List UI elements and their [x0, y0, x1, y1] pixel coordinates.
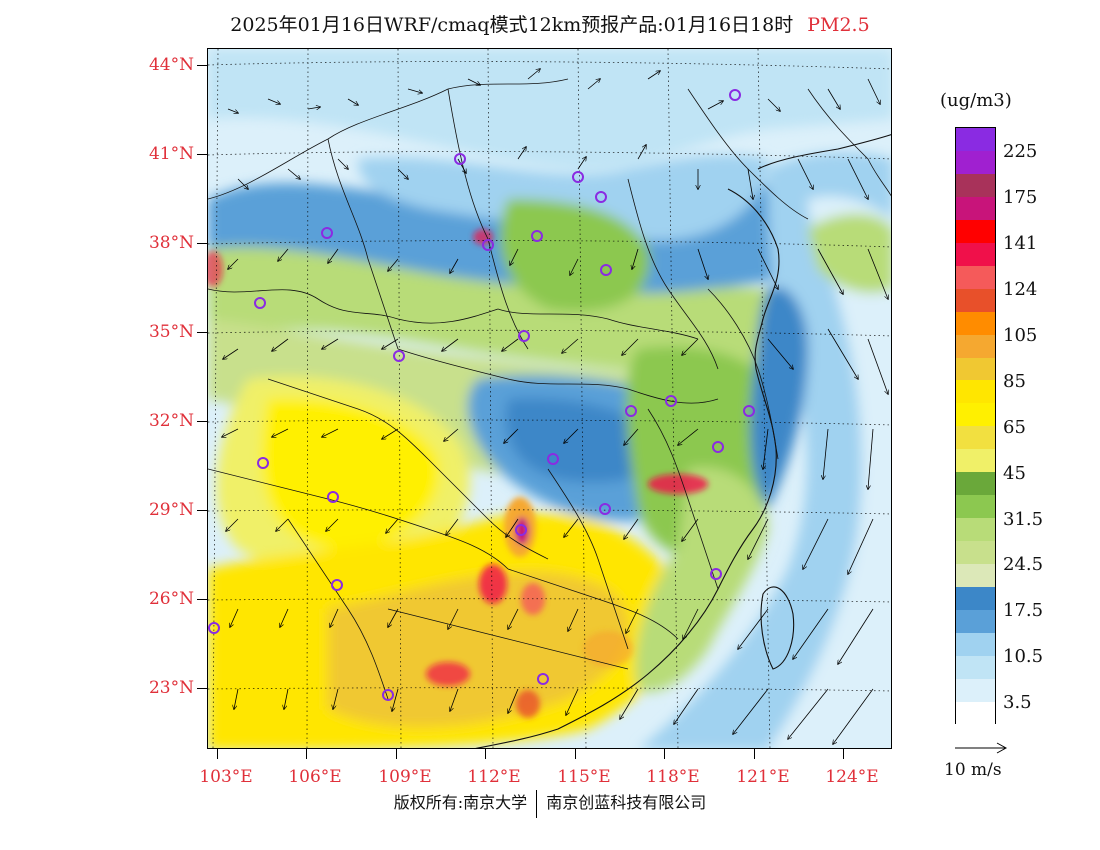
- colorbar-swatch: [956, 242, 995, 266]
- wind-reference-arrow: [955, 742, 1008, 754]
- colorbar-swatch: [956, 632, 995, 656]
- colorbar-swatch: [956, 403, 995, 427]
- colorbar-swatch: [956, 380, 995, 404]
- lon-tick: [396, 749, 397, 759]
- lon-tick: [217, 749, 218, 759]
- colorbar-label: 141: [1003, 233, 1038, 254]
- colorbar-swatch: [956, 495, 995, 519]
- copyright-text: 版权所有:南京大学: [393, 793, 528, 812]
- lat-tick: [197, 421, 207, 422]
- colorbar-swatch: [956, 334, 995, 358]
- colorbar-swatch: [956, 196, 995, 220]
- wind-reference-label: 10 m/s: [944, 760, 1002, 780]
- lat-label-23: 23°N: [148, 678, 194, 698]
- colorbar-swatch: [956, 678, 995, 702]
- lon-label-121: 121°E: [736, 767, 790, 787]
- colorbar-swatch: [956, 219, 995, 243]
- colorbar-label: 31.5: [1003, 509, 1044, 530]
- lon-tick: [664, 749, 665, 759]
- lat-tick: [197, 243, 207, 244]
- species-label: PM2.5: [807, 14, 870, 36]
- lon-label-106: 106°E: [288, 767, 342, 787]
- lon-tick: [754, 749, 755, 759]
- colorbar: [955, 127, 996, 725]
- colorbar-label: 175: [1003, 187, 1038, 208]
- lon-label-103: 103°E: [199, 767, 253, 787]
- lon-label-118: 118°E: [646, 767, 700, 787]
- colorbar-swatch: [956, 610, 995, 633]
- map-canvas: [208, 49, 891, 748]
- company-text: 南京创蓝科技有限公司: [546, 793, 707, 812]
- colorbar-swatch: [956, 426, 995, 450]
- legend-unit: (ug/m3): [940, 90, 1012, 111]
- colorbar-swatch: [956, 518, 995, 542]
- colorbar-swatch: [956, 311, 995, 335]
- lat-label-26: 26°N: [148, 589, 194, 609]
- colorbar-swatch: [956, 449, 995, 473]
- footer-separator: [536, 789, 538, 818]
- colorbar-swatch: [956, 357, 995, 381]
- map-title: 2025年01月16日WRF/cmaq模式12km预报产品:01月16日18时 P…: [0, 10, 1100, 37]
- colorbar-label: 105: [1003, 325, 1038, 346]
- lat-tick: [197, 510, 207, 511]
- colorbar-swatch: [956, 587, 995, 611]
- colorbar-swatch: [956, 655, 995, 679]
- colorbar-label: 225: [1003, 141, 1038, 162]
- colorbar-swatch: [956, 173, 995, 197]
- lon-label-115: 115°E: [557, 767, 611, 787]
- colorbar-label: 85: [1003, 371, 1026, 392]
- title-text: 2025年01月16日WRF/cmaq模式12km预报产品:01月16日18时: [230, 14, 794, 36]
- lon-label-109: 109°E: [378, 767, 432, 787]
- lon-tick: [306, 749, 307, 759]
- lat-tick: [197, 154, 207, 155]
- lat-label-38: 38°N: [148, 233, 194, 253]
- lat-tick: [197, 599, 207, 600]
- colorbar-swatch: [956, 128, 995, 151]
- lon-tick: [575, 749, 576, 759]
- lat-label-44: 44°N: [148, 55, 194, 75]
- colorbar-swatch: [956, 564, 995, 588]
- lat-label-41: 41°N: [148, 144, 194, 164]
- footer: 版权所有:南京大学 南京创蓝科技有限公司: [0, 789, 1100, 818]
- colorbar-label: 65: [1003, 417, 1026, 438]
- lat-tick: [197, 688, 207, 689]
- colorbar-swatch: [956, 265, 995, 289]
- lon-tick: [843, 749, 844, 759]
- colorbar-swatch: [956, 472, 995, 496]
- lon-label-124: 124°E: [825, 767, 879, 787]
- colorbar-swatch: [956, 150, 995, 174]
- colorbar-label: 24.5: [1003, 554, 1044, 575]
- colorbar-label: 10.5: [1003, 646, 1044, 667]
- lat-tick: [197, 332, 207, 333]
- lon-tick: [485, 749, 486, 759]
- colorbar-swatch: [956, 701, 995, 725]
- colorbar-label: 3.5: [1003, 692, 1032, 713]
- pm25-concentration-map: [207, 48, 892, 749]
- colorbar-swatch: [956, 541, 995, 565]
- lat-label-35: 35°N: [148, 322, 194, 342]
- lat-label-29: 29°N: [148, 500, 194, 520]
- colorbar-label: 17.5: [1003, 600, 1044, 621]
- colorbar-label: 124: [1003, 279, 1038, 300]
- city-markers: [208, 89, 755, 701]
- wind-vectors: [222, 69, 888, 744]
- lat-tick: [197, 65, 207, 66]
- lon-label-112: 112°E: [467, 767, 521, 787]
- lat-label-32: 32°N: [148, 411, 194, 431]
- colorbar-label: 45: [1003, 463, 1026, 484]
- colorbar-swatch: [956, 288, 995, 312]
